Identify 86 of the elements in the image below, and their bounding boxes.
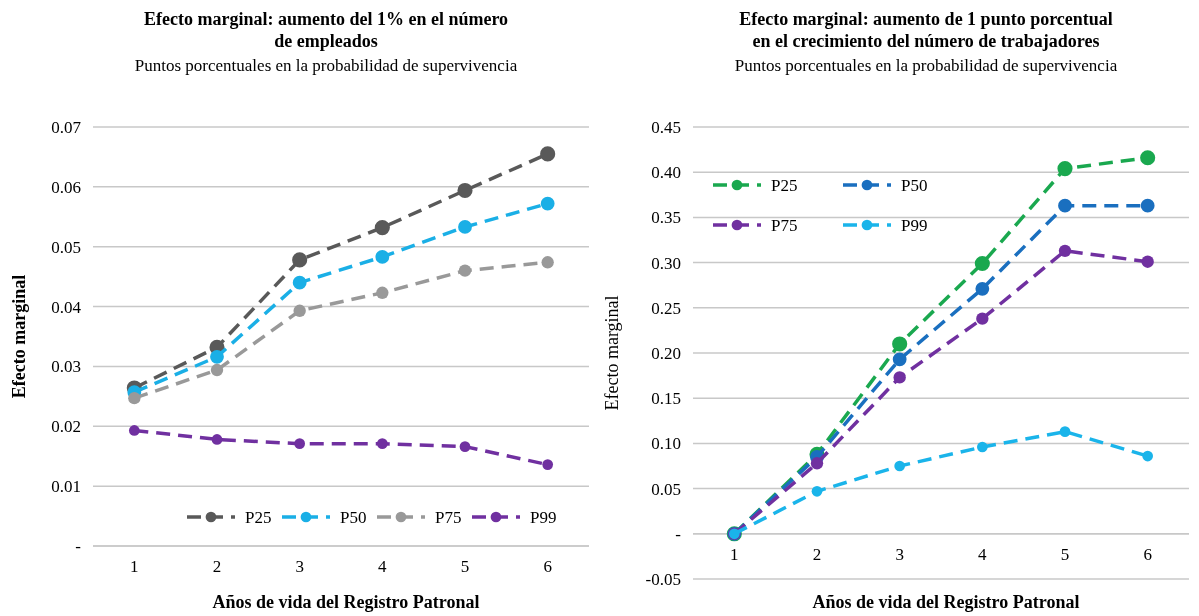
point: [1058, 244, 1072, 258]
y-axis-title: Efecto marginal: [9, 274, 29, 399]
point: [541, 256, 554, 269]
legend-label: P25: [771, 176, 798, 195]
y-axis-title: Efecto marginal: [602, 295, 622, 411]
y-tick-label: 0.25: [651, 298, 681, 318]
point: [374, 220, 390, 236]
y-tick-label: 0.40: [651, 163, 681, 183]
point: [458, 264, 472, 277]
x-tick-label: 6: [543, 557, 552, 576]
point: [542, 459, 554, 470]
x-tick-label: 1: [730, 544, 739, 564]
point: [1057, 161, 1073, 177]
point: [1142, 450, 1154, 462]
y-tick-label: 0.20: [651, 344, 681, 363]
point: [376, 438, 388, 449]
y-tick-label: 0.10: [651, 434, 681, 454]
y-tick-label: 0.07: [51, 118, 82, 137]
point: [810, 457, 824, 470]
point: [1140, 150, 1156, 166]
x-tick-label: 2: [812, 544, 822, 564]
legend-label: P50: [901, 176, 928, 195]
y-tick-label: 0.35: [651, 208, 681, 228]
y-tick-label: 0.45: [651, 118, 681, 137]
legend-label: P75: [435, 508, 462, 527]
x-tick-label: 3: [895, 544, 904, 564]
point: [976, 441, 988, 453]
point: [376, 286, 389, 299]
x-tick-label: 5: [460, 557, 470, 576]
point: [540, 196, 555, 211]
point: [1058, 198, 1072, 213]
x-tick-label: 6: [1143, 544, 1152, 564]
point: [210, 349, 224, 364]
point: [128, 425, 140, 436]
point: [293, 304, 306, 317]
legend-label: P25: [245, 508, 272, 527]
legend-label: P75: [771, 216, 798, 235]
point: [976, 312, 989, 325]
point: [128, 391, 141, 405]
point: [974, 255, 990, 272]
point: [294, 438, 306, 449]
y-tick-label: -: [75, 537, 82, 556]
chart-title: Efecto marginal: aumento del 1% en el número de empleados: [143, 9, 509, 51]
x-tick-label: 1: [130, 557, 139, 576]
legend-label: P50: [340, 508, 367, 527]
point: [459, 441, 471, 452]
point: [1140, 198, 1155, 213]
chart-subtitle: Puntos porcentuales en la probabilidad de supervivencia: [734, 56, 1118, 75]
point: [892, 336, 908, 352]
y-tick-label: 0.15: [651, 389, 681, 409]
x-axis-title: Años de vida del Registro Patronal: [212, 592, 480, 612]
chart-subtitle: Puntos porcentuales en la probabilidad de supervivencia: [134, 56, 518, 75]
point: [292, 275, 307, 290]
point: [893, 371, 906, 384]
legend-label: P99: [530, 508, 557, 527]
point: [210, 363, 224, 377]
x-tick-label: 4: [378, 557, 388, 576]
y-tick-label: 0.04: [51, 297, 82, 317]
y-tick-label: 0.03: [51, 357, 81, 377]
point: [894, 460, 906, 472]
y-tick-label: 0.02: [51, 417, 81, 437]
x-tick-label: 2: [212, 557, 222, 576]
chart-title: Efecto marginal: aumento de 1 punto porcentual en el crecimiento del número de trabajadores: [739, 9, 1113, 51]
y-tick-label: 0.05: [51, 237, 81, 257]
point: [1059, 426, 1071, 437]
y-tick-label: 0.01: [51, 477, 81, 497]
x-axis-title: Años de vida del Registro Patronal: [812, 592, 1080, 612]
point: [540, 146, 556, 162]
y-tick-label: 0.30: [651, 253, 681, 273]
point: [457, 182, 473, 198]
y-tick-label: 0.06: [51, 177, 81, 197]
y-tick-label: -0.05: [645, 570, 681, 589]
point: [292, 252, 308, 268]
point: [811, 485, 823, 497]
point: [211, 434, 223, 445]
y-tick-label: 0.05: [651, 479, 681, 499]
legend-label: P99: [901, 216, 928, 235]
point: [1141, 255, 1154, 268]
point: [892, 352, 907, 367]
x-tick-label: 3: [295, 557, 304, 576]
point: [975, 281, 990, 296]
x-tick-label: 5: [1060, 544, 1070, 564]
x-tick-label: 4: [978, 544, 988, 564]
point: [375, 249, 390, 264]
y-tick-label: -: [675, 524, 682, 544]
point: [458, 220, 472, 234]
